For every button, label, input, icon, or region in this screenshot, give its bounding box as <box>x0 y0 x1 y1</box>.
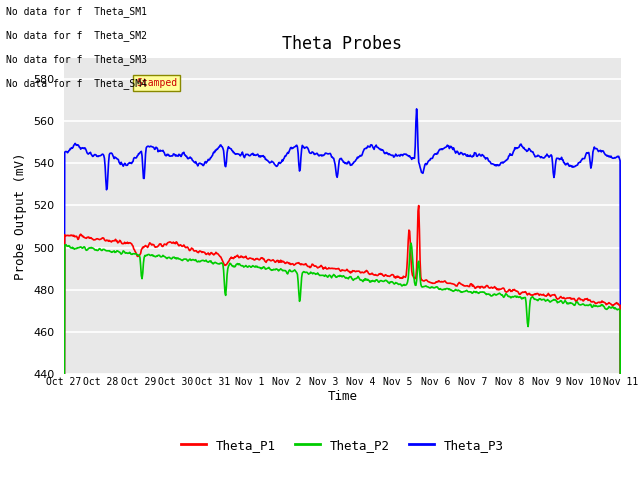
Text: No data for f  Theta_SM3: No data for f Theta_SM3 <box>6 54 147 65</box>
Title: Theta Probes: Theta Probes <box>282 35 403 53</box>
Text: Stamped: Stamped <box>136 78 177 88</box>
Y-axis label: Probe Output (mV): Probe Output (mV) <box>15 152 28 280</box>
Text: No data for f  Theta_SM4: No data for f Theta_SM4 <box>6 78 147 89</box>
X-axis label: Time: Time <box>328 390 357 403</box>
Text: No data for f  Theta_SM2: No data for f Theta_SM2 <box>6 30 147 41</box>
Text: No data for f  Theta_SM1: No data for f Theta_SM1 <box>6 6 147 17</box>
Legend: Theta_P1, Theta_P2, Theta_P3: Theta_P1, Theta_P2, Theta_P3 <box>176 434 509 457</box>
